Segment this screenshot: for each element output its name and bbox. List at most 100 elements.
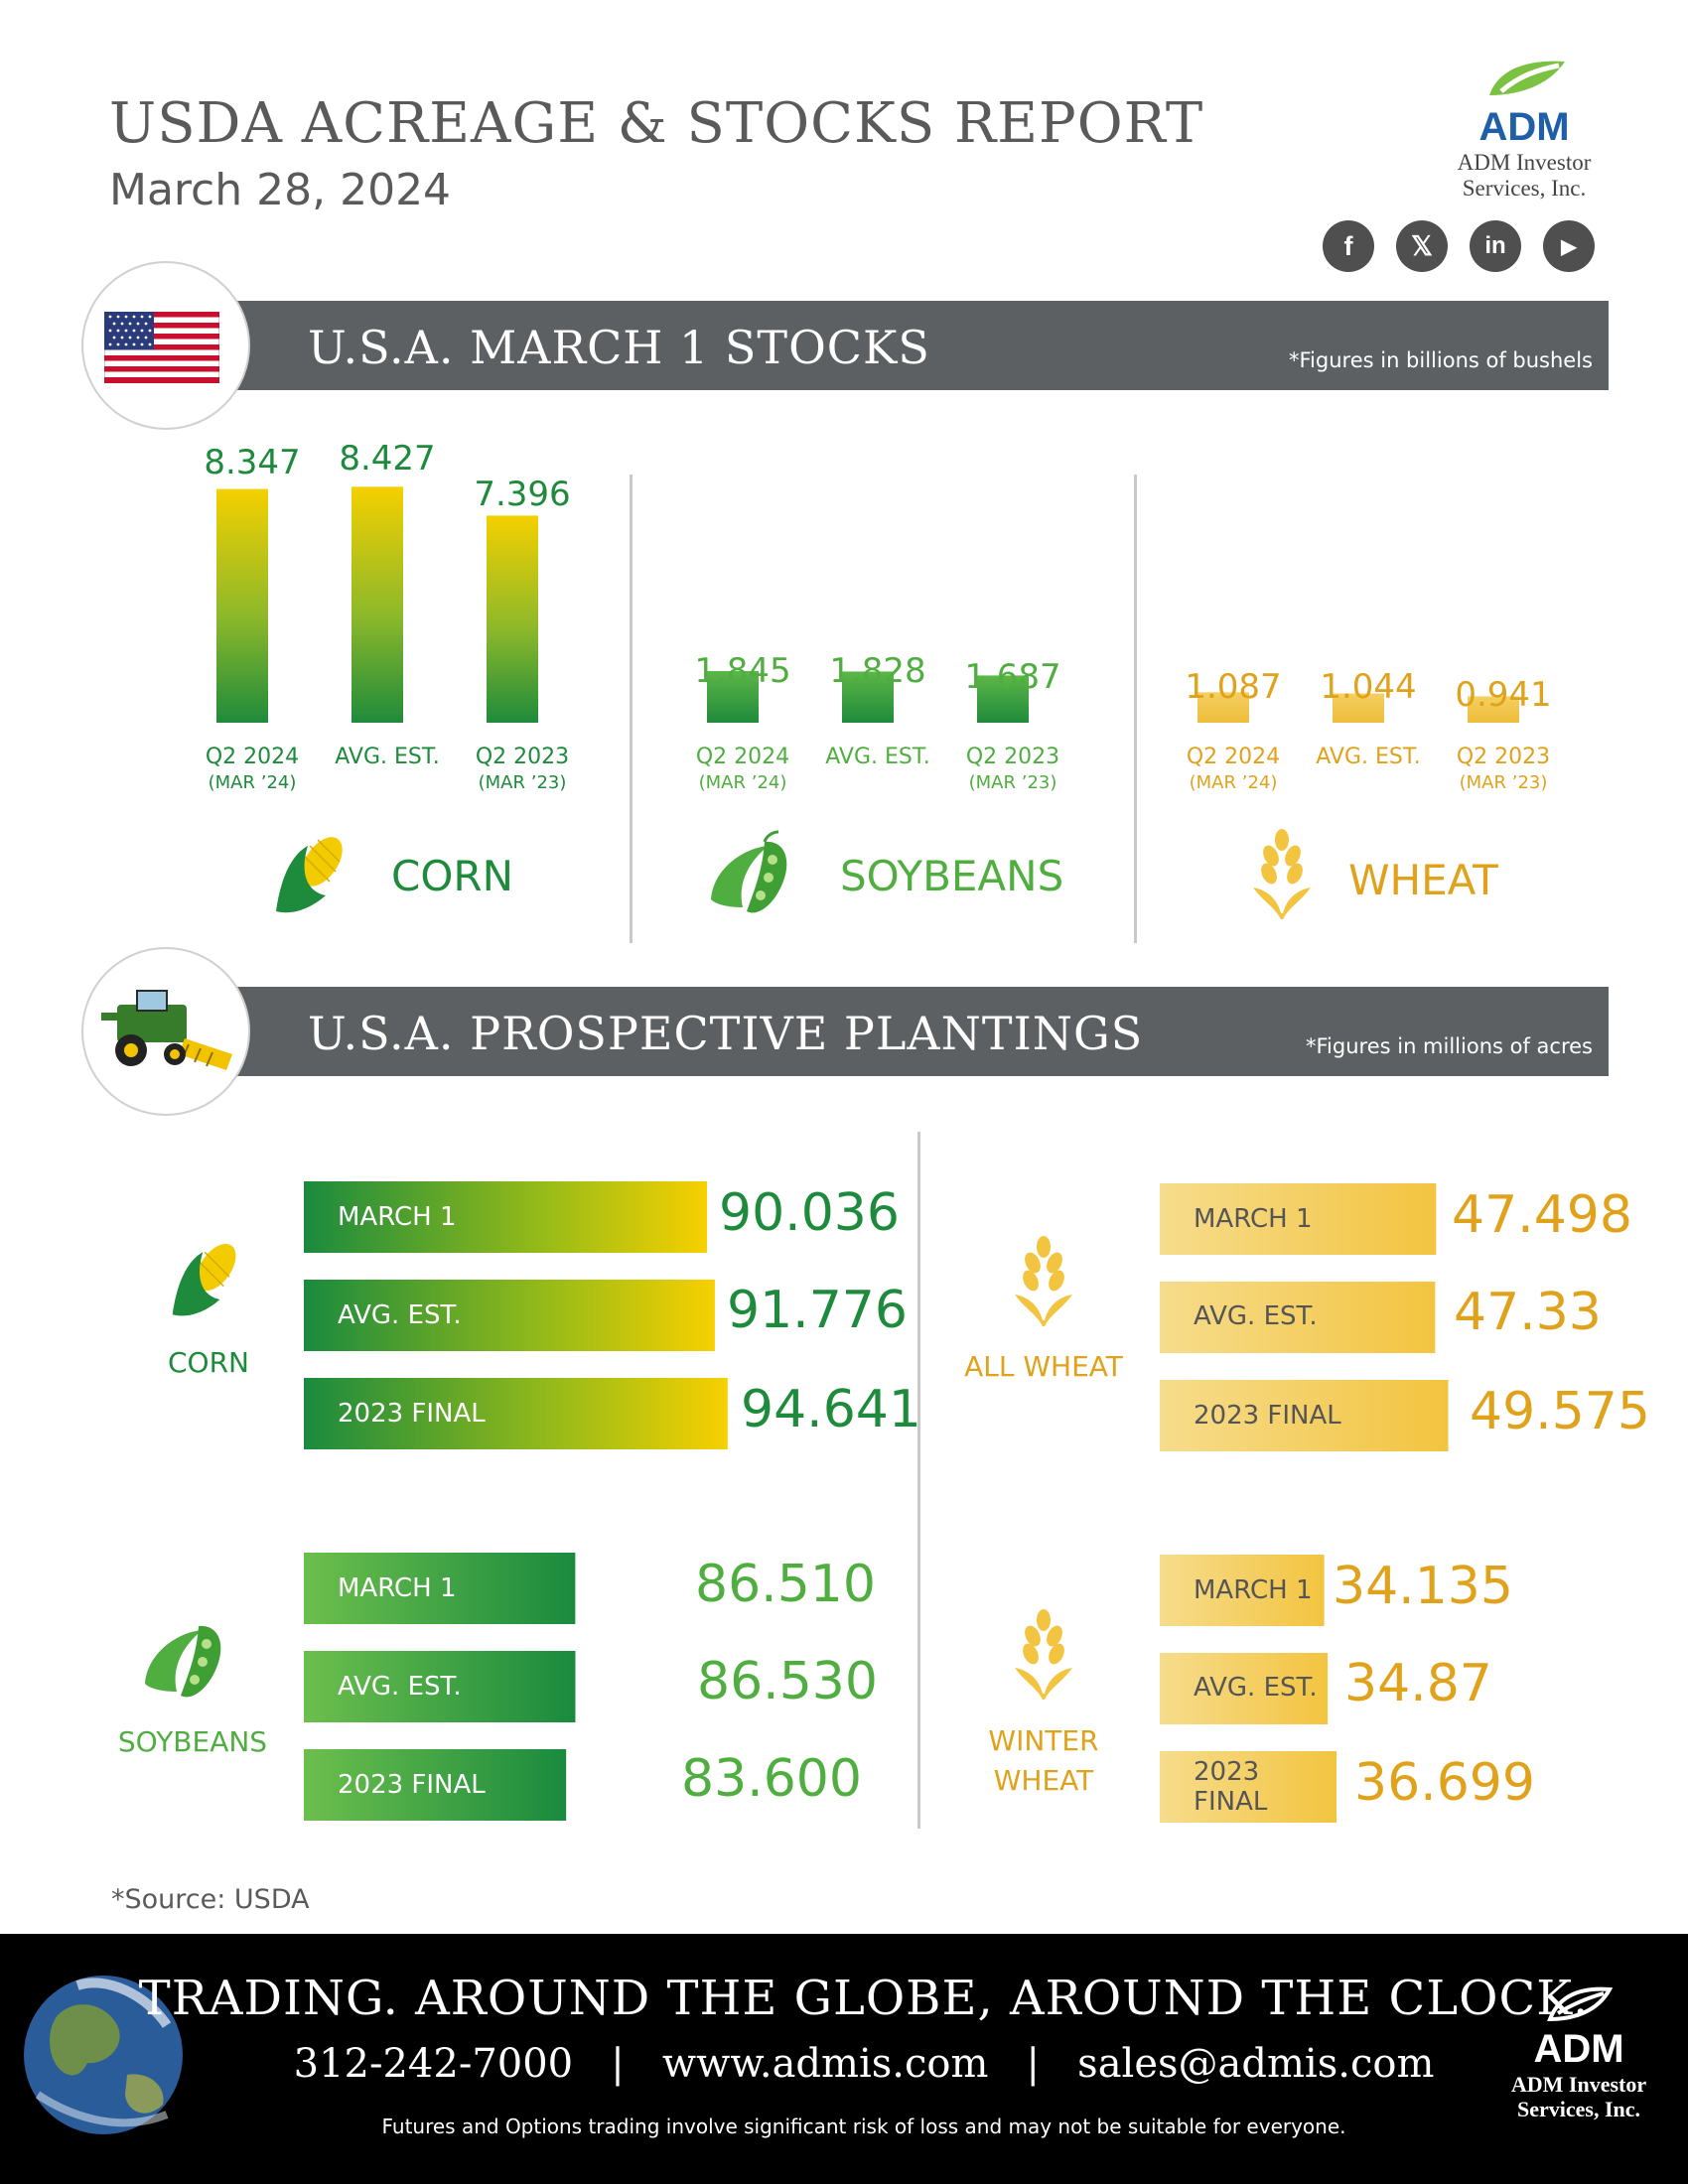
stocks-crop-corn: CORN	[391, 852, 513, 900]
wheat-icon	[1015, 1236, 1072, 1326]
corn-stock-value-avg: 8.427	[339, 439, 436, 478]
corn-stock-value-q2-2023: 7.396	[474, 475, 571, 514]
planting-bar-soybeans-0	[304, 1553, 576, 1624]
allwheat-plant-value-final: 49.575	[1470, 1382, 1650, 1441]
youtube-icon[interactable]: ▶	[1543, 220, 1595, 272]
planting-bar-winter-wheat-2	[1160, 1751, 1336, 1823]
stocks-bar-soybeans-1	[842, 671, 894, 723]
page-title: USDA ACREAGE & STOCKS REPORT	[109, 91, 1204, 156]
stocks-units-note: *Figures in billions of bushels	[1289, 348, 1593, 372]
soy-cat-q2-2024: Q2 2024 (MAR ’24)	[695, 745, 790, 793]
adm-logo: ADM ADM Investor Services, Inc.	[1440, 56, 1609, 202]
wheat-stock-value-avg: 1.044	[1320, 667, 1417, 707]
x-twitter-icon[interactable]: 𝕏	[1396, 220, 1448, 272]
corn-stock-value-q2-2024: 8.347	[204, 443, 301, 482]
soy-cat-avg: AVG. EST.	[825, 745, 930, 769]
stocks-bar-wheat-0	[1197, 692, 1249, 723]
winterwheat-plant-label-final: 2023 FINAL	[1194, 1757, 1268, 1817]
stocks-crop-soybeans: SOYBEANS	[840, 852, 1064, 900]
plant-group-soybeans: SOYBEANS	[117, 1725, 268, 1758]
stocks-divider-1	[630, 475, 633, 943]
soy-plant-label-march1: MARCH 1	[338, 1573, 457, 1603]
globe-icon	[24, 1976, 183, 2134]
winterwheat-plant-label-march1: MARCH 1	[1194, 1575, 1313, 1605]
stocks-bar-corn-1	[352, 486, 403, 723]
footer-logo-sub2: Services, Inc.	[1516, 2097, 1641, 2121]
corn-cat-q2-2023: Q2 2023 (MAR ’23)	[475, 745, 570, 793]
wheat-icon	[1015, 1609, 1072, 1700]
logo-sub2: Services, Inc.	[1462, 176, 1587, 201]
stocks-bar-wheat-2	[1468, 696, 1519, 723]
soy-cat-q2-2023: Q2 2023 (MAR ’23)	[965, 745, 1060, 793]
footer	[0, 1934, 1688, 2184]
stocks-bar-soybeans-0	[707, 670, 759, 723]
stocks-crop-wheat: WHEAT	[1348, 856, 1498, 904]
allwheat-plant-value-march1: 47.498	[1452, 1185, 1632, 1245]
wheat-stock-value-q2-2023: 0.941	[1455, 675, 1552, 715]
soy-plant-label-avg: AVG. EST.	[338, 1672, 462, 1702]
footer-disclaimer: Futures and Options trading involve sign…	[381, 2115, 1346, 2138]
plant-group-all-wheat: ALL WHEAT	[964, 1350, 1123, 1383]
corn-plant-label-final: 2023 FINAL	[338, 1399, 486, 1429]
us-flag-icon	[104, 312, 219, 383]
soybean-pod-icon	[711, 830, 787, 913]
corn-plant-label-avg: AVG. EST.	[338, 1300, 462, 1330]
planting-bar-winter-wheat-1	[1160, 1653, 1329, 1724]
corn-icon	[172, 1243, 236, 1316]
winterwheat-plant-label-avg: AVG. EST.	[1194, 1673, 1318, 1703]
plantings-band-title: U.S.A. PROSPECTIVE PLANTINGS	[308, 1007, 1144, 1060]
corn-plant-value-avg: 91.776	[727, 1281, 908, 1340]
soy-stock-value-q2-2023: 1.687	[964, 657, 1061, 697]
flag-badge	[81, 261, 250, 430]
footer-adm-logo: ADM ADM Investor Services, Inc.	[1489, 1985, 1668, 2121]
allwheat-plant-label-avg: AVG. EST.	[1194, 1301, 1318, 1331]
plantings-divider	[917, 1132, 920, 1829]
footer-logo-text: ADM	[1533, 2027, 1624, 2071]
soy-plant-label-final: 2023 FINAL	[338, 1770, 486, 1800]
stocks-bar-chart	[216, 486, 1519, 723]
soy-plant-value-avg: 86.530	[697, 1652, 878, 1711]
corn-cat-q2-2024: Q2 2024 (MAR ’24)	[205, 745, 300, 793]
stocks-band-title: U.S.A. MARCH 1 STOCKS	[308, 321, 930, 374]
logo-text: ADM	[1478, 105, 1570, 149]
winterwheat-plant-value-avg: 34.87	[1344, 1654, 1492, 1713]
winterwheat-plant-value-final: 36.699	[1354, 1753, 1535, 1813]
planting-bar-corn-2	[304, 1378, 728, 1449]
corn-cat-avg: AVG. EST.	[335, 745, 440, 769]
planting-bar-corn-1	[304, 1280, 715, 1351]
linkedin-icon[interactable]: in	[1470, 220, 1521, 272]
stocks-bar-corn-0	[216, 488, 268, 723]
planting-bar-corn-0	[304, 1181, 708, 1253]
allwheat-plant-label-march1: MARCH 1	[1194, 1204, 1313, 1234]
stocks-bar-corn-2	[487, 515, 538, 723]
soy-plant-value-march1: 86.510	[695, 1555, 876, 1614]
combine-badge	[81, 947, 250, 1116]
report-date: March 28, 2024	[109, 165, 452, 215]
wheat-cat-q2-2023: Q2 2023 (MAR ’23)	[1456, 745, 1551, 793]
soybean-pod-icon	[145, 1625, 221, 1698]
allwheat-plant-label-final: 2023 FINAL	[1194, 1401, 1341, 1431]
plantings-bar-chart	[304, 1181, 1449, 1823]
corn-plant-label-march1: MARCH 1	[338, 1202, 457, 1232]
planting-bar-all-wheat-2	[1160, 1380, 1449, 1451]
logo-sub1: ADM Investor	[1457, 150, 1592, 175]
source-note: *Source: USDA	[111, 1884, 310, 1915]
plant-group-winter-wheat: WINTER WHEAT	[988, 1724, 1099, 1797]
facebook-icon[interactable]: f	[1323, 220, 1374, 272]
stocks-band: U.S.A. MARCH 1 STOCKS *Figures in billio…	[159, 301, 1609, 390]
footer-tagline: TRADING. AROUND THE GLOBE, AROUND THE CL…	[138, 1971, 1590, 2026]
soy-plant-value-final: 83.600	[681, 1749, 862, 1809]
corn-plant-value-final: 94.641	[741, 1380, 921, 1439]
plantings-band: U.S.A. PROSPECTIVE PLANTINGS *Figures in…	[159, 987, 1609, 1076]
stocks-bar-soybeans-2	[977, 675, 1029, 723]
footer-contact[interactable]: 312-242-7000 | www.admis.com | sales@adm…	[293, 2041, 1435, 2087]
wheat-icon	[1253, 829, 1311, 919]
soy-stock-value-avg: 1.828	[829, 651, 926, 691]
leaf-icon	[1489, 61, 1565, 95]
planting-bar-all-wheat-0	[1160, 1183, 1437, 1255]
wheat-cat-avg: AVG. EST.	[1316, 745, 1421, 769]
leaf-icon	[1547, 1986, 1614, 2022]
plantings-units-note: *Figures in millions of acres	[1306, 1034, 1593, 1058]
allwheat-plant-value-avg: 47.33	[1454, 1283, 1602, 1342]
winterwheat-plant-value-march1: 34.135	[1333, 1557, 1513, 1616]
